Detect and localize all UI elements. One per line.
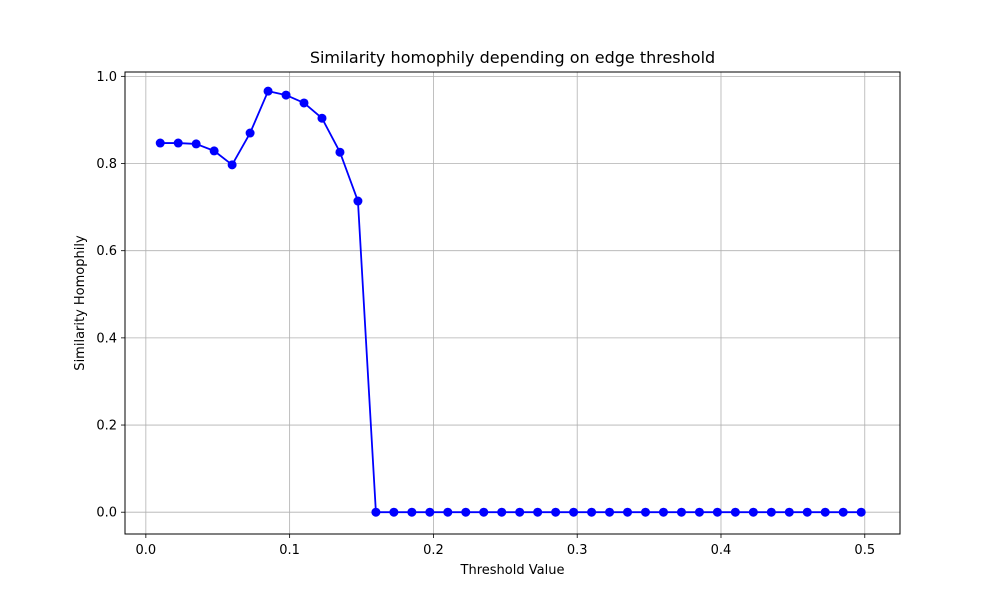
data-point: [263, 86, 273, 96]
data-point: [730, 507, 740, 517]
data-point: [838, 507, 848, 517]
data-point: [335, 147, 345, 157]
y-tick-label: 0.4: [96, 331, 117, 346]
data-point: [317, 113, 327, 123]
series-layer: [155, 86, 866, 517]
data-point: [658, 507, 668, 517]
data-point: [551, 507, 561, 517]
y-tick-label: 0.8: [96, 157, 117, 172]
data-point: [407, 507, 417, 517]
data-point: [389, 507, 399, 517]
data-point: [371, 507, 381, 517]
data-point: [191, 139, 201, 149]
data-point: [623, 507, 633, 517]
x-tick-label: 0.4: [711, 543, 732, 558]
y-axis-label: Similarity Homophily: [73, 235, 88, 371]
data-point: [515, 507, 525, 517]
data-point: [694, 507, 704, 517]
data-point: [425, 507, 435, 517]
data-point: [605, 507, 615, 517]
y-tick-label: 0.6: [96, 244, 117, 259]
axis-ticks: 0.0 0.1 0.2 0.3 0.4 0.5 0.0 0.2 0.4 0.6 0.8 1.0: [96, 70, 875, 558]
data-point: [820, 507, 830, 517]
series-line: [160, 90, 862, 514]
data-point: [533, 507, 543, 517]
data-point: [641, 507, 651, 517]
y-tick-label: 1.0: [96, 70, 117, 85]
plot-frame: [124, 71, 901, 535]
data-point: [479, 507, 489, 517]
x-tick-label: 0.0: [136, 543, 157, 558]
data-point: [497, 507, 507, 517]
y-tick-label: 0.2: [96, 419, 117, 434]
data-point: [209, 146, 219, 156]
x-tick-label: 0.3: [567, 543, 588, 558]
data-point: [353, 196, 363, 206]
data-point: [748, 507, 758, 517]
data-point: [155, 138, 165, 148]
x-tick-label: 0.1: [279, 543, 300, 558]
data-point: [245, 128, 255, 138]
chart-title: Similarity homophily depending on edge t…: [310, 48, 715, 67]
data-point: [802, 507, 812, 517]
data-point: [587, 507, 597, 517]
y-tick-label: 0.0: [96, 506, 117, 521]
data-point: [766, 507, 776, 517]
data-point: [227, 160, 237, 170]
data-point: [173, 138, 183, 148]
data-point: [461, 507, 471, 517]
x-tick-label: 0.2: [423, 543, 444, 558]
data-point: [712, 507, 722, 517]
data-point: [443, 507, 453, 517]
x-axis-label: Threshold Value: [460, 563, 565, 578]
x-tick-label: 0.5: [854, 543, 875, 558]
data-point: [569, 507, 579, 517]
data-point: [676, 507, 686, 517]
data-point: [299, 98, 309, 108]
data-point: [281, 90, 291, 100]
data-point: [784, 507, 794, 517]
data-point: [856, 507, 866, 517]
series-0: [155, 86, 866, 517]
